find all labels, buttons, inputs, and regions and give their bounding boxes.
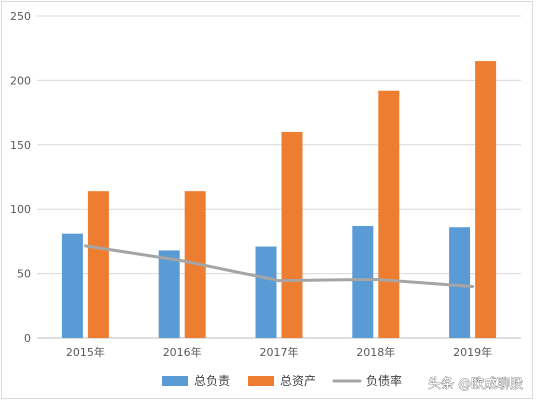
legend-label: 总负责 [194,374,230,388]
x-tick-label: 2018年 [356,345,395,359]
y-tick-label: 50 [17,268,31,281]
line-series [83,244,475,288]
bar [475,61,497,339]
line-series-path [83,244,475,288]
x-tick-label: 2017年 [260,345,299,359]
bar-series [61,61,497,339]
y-tick-label: 150 [10,139,31,152]
y-axis-ticks: 0 50 100 150 200 250 [10,10,31,345]
bar [255,246,277,338]
legend-swatch [248,376,274,386]
gridlines [37,15,521,339]
x-tick-label: 2019年 [453,345,492,359]
legend-label: 总资产 [280,374,316,388]
y-tick-label: 200 [10,74,31,87]
legend-swatch [162,376,188,386]
y-tick-label: 100 [10,203,31,216]
y-tick-label: 250 [10,10,31,23]
bar [352,225,374,338]
x-tick-label: 2016年 [163,345,202,359]
y-tick-label: 0 [24,332,31,345]
x-axis-ticks: 2015年 2016年 2017年 2018年 2019年 [66,345,492,359]
bar [87,191,109,338]
bar [61,233,83,338]
legend-label: 负债率 [366,373,402,388]
bar [281,131,303,338]
bar [378,90,400,338]
watermark: 头条 @欧成聊股 [428,376,523,392]
x-tick-label: 2015年 [66,345,105,359]
legend: 总负责 总资产 负债率 [162,373,402,388]
bar [449,227,471,338]
bar [158,250,180,338]
